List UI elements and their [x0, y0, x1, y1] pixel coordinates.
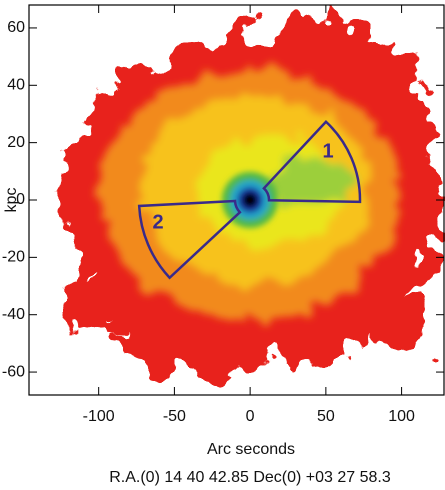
x-tick-label: 50	[317, 408, 335, 425]
coordinates: R.A.(0) 14 40 42.85 Dec(0) +03 27 58.3	[109, 469, 391, 486]
y-tick-label: -60	[2, 363, 25, 380]
xray-image	[65, 20, 445, 380]
y-tick-label: -40	[2, 306, 25, 323]
sectors	[137, 119, 362, 280]
y-tick-label: 60	[7, 19, 25, 36]
x-tick-label: 100	[388, 408, 415, 425]
sector-label: 2	[152, 211, 163, 233]
x-tick-label: -50	[163, 408, 186, 425]
x-tick-label: -100	[83, 408, 115, 425]
sector-2	[137, 199, 242, 280]
y-axis-label: kpc	[3, 188, 20, 213]
sector-1	[262, 119, 362, 204]
y-tick-label: 0	[16, 191, 25, 208]
sector-label: 1	[322, 140, 333, 162]
x-tick-label: 0	[246, 408, 255, 425]
y-tick-label: -20	[2, 249, 25, 266]
x-axis-label: Arc seconds	[207, 441, 295, 458]
y-tick-label: 40	[7, 77, 25, 94]
y-tick-label: 20	[7, 134, 25, 151]
